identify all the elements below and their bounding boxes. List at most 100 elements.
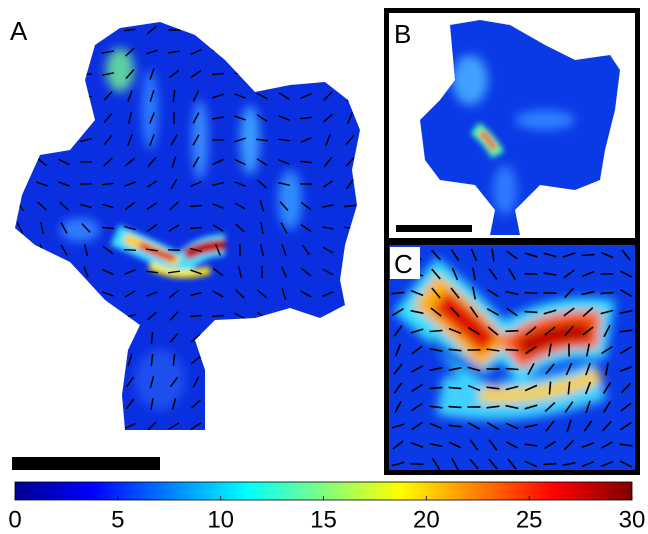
orientation-line (37, 115, 48, 120)
orientation-line (80, 117, 92, 120)
orientation-line (58, 381, 70, 383)
heatmap-a (0, 0, 380, 440)
orientation-line (190, 29, 202, 31)
orientation-line (256, 358, 267, 362)
orientation-line (213, 379, 223, 385)
orientation-line (323, 71, 333, 77)
scale-bar (396, 225, 472, 232)
orientation-line (37, 423, 48, 428)
orientation-line (83, 289, 88, 300)
orientation-line (300, 28, 311, 31)
tick-label: 30 (619, 506, 646, 533)
orientation-line (236, 25, 243, 34)
orientation-line (39, 69, 46, 79)
orientation-line (36, 381, 48, 382)
orientation-line (14, 140, 26, 141)
orientation-line (582, 255, 595, 256)
orientation-line (280, 311, 287, 321)
orientation-line (506, 331, 519, 332)
orientation-line (14, 424, 25, 428)
orientation-line (506, 368, 519, 369)
orientation-line (80, 426, 92, 427)
orientation-line (103, 357, 113, 364)
orientation-line (300, 404, 312, 405)
orientation-line (282, 24, 286, 35)
orientation-line (63, 266, 65, 278)
orientation-line (81, 26, 90, 33)
orientation-line (257, 48, 266, 56)
orientation-line (300, 50, 311, 55)
orientation-line (212, 316, 224, 317)
orientation-line (506, 350, 519, 351)
orientation-line (601, 293, 614, 294)
orientation-line (345, 48, 354, 56)
orientation-line (278, 358, 289, 363)
tick-label: 25 (516, 506, 543, 533)
orientation-line (168, 250, 180, 251)
orientation-line (80, 380, 91, 385)
orientation-line (59, 93, 69, 99)
orientation-line (325, 355, 332, 365)
orientation-line (259, 69, 266, 79)
orientation-line (38, 311, 46, 320)
orientation-line (525, 293, 538, 294)
orientation-line (14, 337, 26, 338)
orientation-line (238, 46, 243, 57)
orientation-line (80, 74, 92, 75)
tick-label: 20 (413, 506, 440, 533)
panel-label: C (394, 249, 413, 279)
orientation-line (36, 337, 48, 340)
orientation-line (348, 399, 353, 410)
orientation-line (128, 332, 132, 343)
orientation-line (278, 337, 290, 340)
orientation-line (212, 403, 224, 406)
orientation-line (322, 29, 334, 30)
orientation-line (234, 359, 246, 361)
orientation-line (346, 355, 354, 364)
orientation-line (190, 228, 202, 229)
orientation-line (102, 28, 113, 32)
orientation-line (14, 403, 26, 405)
orientation-line (323, 378, 332, 386)
orientation-line (14, 315, 26, 317)
orientation-line (105, 377, 112, 387)
orientation-line (36, 402, 47, 406)
orientation-line (14, 292, 25, 296)
orientation-line (278, 72, 290, 75)
orientation-line (261, 24, 262, 36)
orientation-line (430, 331, 443, 332)
orientation-line (80, 337, 92, 338)
orientation-line (212, 424, 223, 427)
orientation-line (344, 249, 356, 252)
orientation-line (14, 183, 26, 184)
orientation-line (17, 245, 23, 256)
orientation-line (279, 402, 290, 407)
orientation-line (102, 403, 114, 405)
orientation-line (60, 25, 68, 34)
orientation-line (168, 30, 180, 31)
orientation-line (124, 250, 136, 251)
orientation-line (61, 47, 68, 57)
orientation-line (14, 117, 26, 119)
orientation-line (256, 382, 268, 383)
orientation-line (278, 380, 289, 384)
orientation-line (213, 27, 223, 33)
orientation-line (59, 71, 69, 77)
tick-label: 5 (111, 506, 124, 533)
orientation-line (16, 48, 25, 56)
orientation-line (36, 95, 48, 98)
orientation-line (61, 289, 67, 299)
orientation-line (212, 337, 224, 338)
orientation-line (37, 48, 47, 55)
orientation-line (36, 358, 47, 363)
orientation-line (300, 72, 311, 76)
orientation-line (349, 332, 351, 344)
orientation-line (348, 91, 353, 102)
orientation-line (58, 425, 70, 428)
orientation-line (41, 266, 42, 278)
orientation-line (102, 314, 114, 317)
orientation-line (280, 48, 289, 56)
orientation-line (324, 334, 333, 342)
orientation-line (525, 312, 538, 313)
orientation-line (544, 464, 557, 465)
